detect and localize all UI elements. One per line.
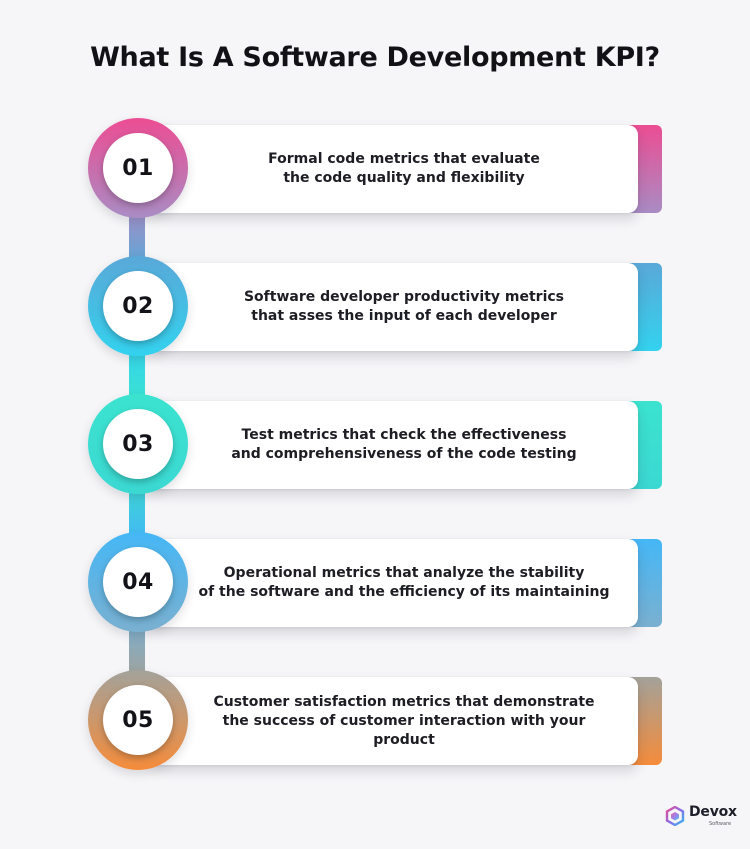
logo-wordmark: Devox [689,804,737,820]
step-description-line-2: the success of customer interaction with… [222,712,586,748]
step-description: Test metrics that check the effectivenes… [190,401,618,489]
logo-subtitle: Software [709,821,732,827]
step-number: 03 [122,431,154,457]
step-card: Software developer productivity metrics … [150,263,638,351]
page-title: What Is A Software Development KPI? [90,42,660,73]
step-card: Operational metrics that analyze the sta… [150,539,638,627]
step-number-badge: 01 [103,133,173,203]
kpi-step: Software developer productivity metrics … [0,248,750,358]
step-description-line-2: of the software and the efficiency of it… [198,584,610,600]
step-description: Formal code metrics that evaluate the co… [190,125,618,213]
step-number-ring: 03 [88,394,188,494]
step-number-ring: 02 [88,256,188,356]
step-number-badge: 03 [103,409,173,479]
devox-hexagon-logo-icon [665,806,685,826]
step-number-ring: 05 [88,670,188,770]
step-description-line-2: that asses the input of each developer [251,308,557,324]
step-description-line-1: Test metrics that check the effectivenes… [241,427,567,443]
step-card: Formal code metrics that evaluate the co… [150,125,638,213]
step-number: 05 [122,707,154,733]
step-card: Test metrics that check the effectivenes… [150,401,638,489]
step-number: 01 [122,155,154,181]
kpi-step: Operational metrics that analyze the sta… [0,524,750,634]
timeline-connector-1-2 [129,205,145,267]
timeline-connector-3-4 [129,481,145,543]
step-description-line-1: Formal code metrics that evaluate [268,151,540,167]
step-number-badge: 05 [103,685,173,755]
step-description-line-2: the code quality and flexibility [283,170,525,186]
step-description-line-1: Software developer productivity metrics [243,289,565,305]
step-description-line-1: Operational metrics that analyze the sta… [223,565,585,581]
step-number-ring: 01 [88,118,188,218]
kpi-step: Formal code metrics that evaluate the co… [0,110,750,220]
timeline-connector-2-3 [129,343,145,405]
step-description: Software developer productivity metrics … [190,263,618,351]
step-number-ring: 04 [88,532,188,632]
step-card: Customer satisfaction metrics that demon… [150,677,638,765]
step-number: 04 [122,569,154,595]
timeline-connector-4-5 [129,619,145,681]
kpi-step: Customer satisfaction metrics that demon… [0,662,750,772]
step-number: 02 [122,293,154,319]
step-number-badge: 04 [103,547,173,617]
step-description-line-2: and comprehensiveness of the code testin… [231,446,577,462]
kpi-step: Test metrics that check the effectivenes… [0,386,750,496]
step-number-badge: 02 [103,271,173,341]
step-description: Customer satisfaction metrics that demon… [190,677,618,765]
step-description: Operational metrics that analyze the sta… [190,539,618,627]
devox-logo: Devox Software [665,803,737,829]
step-description-line-1: Customer satisfaction metrics that demon… [213,693,595,710]
